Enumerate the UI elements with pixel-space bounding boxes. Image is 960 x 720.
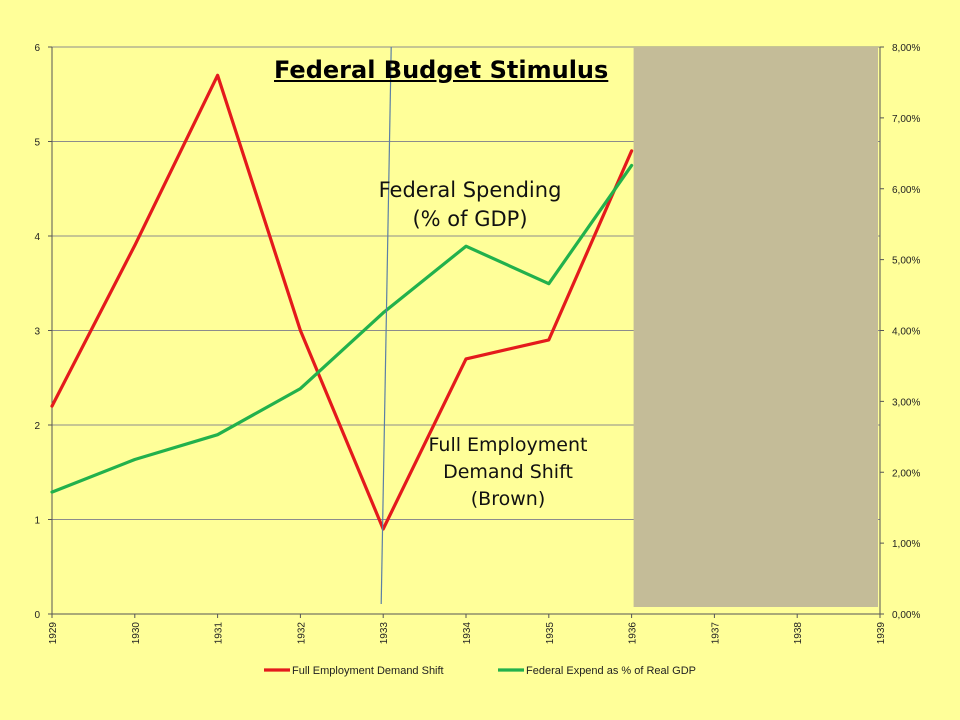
- annotation-line: Demand Shift: [443, 461, 573, 483]
- annotation-line: (Brown): [470, 488, 546, 510]
- x-tick-label: 1934: [462, 622, 473, 645]
- x-tick-label: 1933: [379, 622, 390, 645]
- annotation-federal-spending: Federal Spending (% of GDP): [370, 176, 570, 234]
- x-tick-label: 1932: [296, 622, 307, 645]
- x-tick-label: 1938: [793, 622, 804, 645]
- y-right-tick-label: 2,00%: [892, 468, 920, 479]
- x-tick-label: 1929: [48, 622, 59, 645]
- annotation-line: Federal Spending: [378, 178, 562, 202]
- x-tick-label: 1939: [876, 622, 887, 645]
- y-right-tick-label: 7,00%: [892, 114, 920, 125]
- y-left-tick-label: 4: [34, 232, 40, 243]
- annotation-line: Full Employment: [428, 434, 588, 456]
- x-tick-labels: 1929 1930 1931 1932 1933 1934 1935 1936 1937 1938…: [48, 614, 887, 644]
- y-right-tick-label: 8,00%: [892, 43, 920, 54]
- x-tick-label: 1937: [710, 622, 721, 645]
- legend: Full Employment Demand Shift Federal Expe…: [264, 665, 696, 677]
- y-left-tick-label: 1: [34, 516, 40, 527]
- y-right-tick-label: 3,00%: [892, 397, 920, 408]
- series-line: [50, 73, 634, 531]
- y-left-tick-label: 5: [34, 138, 40, 149]
- y-left-tick-label: 0: [34, 610, 40, 621]
- annotation-line: (% of GDP): [412, 207, 528, 231]
- y-right-tick-label: 4,00%: [892, 327, 920, 338]
- annotation-full-employment: Full Employment Demand Shift (Brown): [418, 432, 598, 513]
- y-right-tick-label: 6,00%: [892, 185, 920, 196]
- y-right-tick-labels: 0,00% 1,00% 2,00% 3,00% 4,00% 5,00% 6,00% 7,00%…: [880, 43, 920, 621]
- y-left-tick-label: 3: [34, 327, 40, 338]
- series-line: [50, 163, 634, 494]
- y-left-tick-labels: 0 1 2 3 4 5 6: [34, 43, 40, 621]
- legend-label: Federal Expend as % of Real GDP: [526, 665, 696, 677]
- chart-title: Federal Budget Stimulus: [274, 56, 609, 84]
- x-tick-label: 1931: [214, 622, 225, 645]
- y-right-tick-label: 0,00%: [892, 610, 920, 621]
- mask-box: [633, 47, 878, 607]
- series-lines: [50, 73, 634, 531]
- y-right-tick-label: 5,00%: [892, 256, 920, 267]
- legend-label: Full Employment Demand Shift: [292, 665, 444, 677]
- x-tick-label: 1936: [628, 622, 639, 645]
- vertical-marker-line: [380, 46, 392, 605]
- y-right-tick-label: 1,00%: [892, 539, 920, 550]
- x-tick-label: 1935: [545, 622, 556, 645]
- y-left-tick-label: 2: [34, 421, 40, 432]
- y-left-tick-label: 6: [34, 43, 40, 54]
- x-tick-label: 1930: [131, 622, 142, 645]
